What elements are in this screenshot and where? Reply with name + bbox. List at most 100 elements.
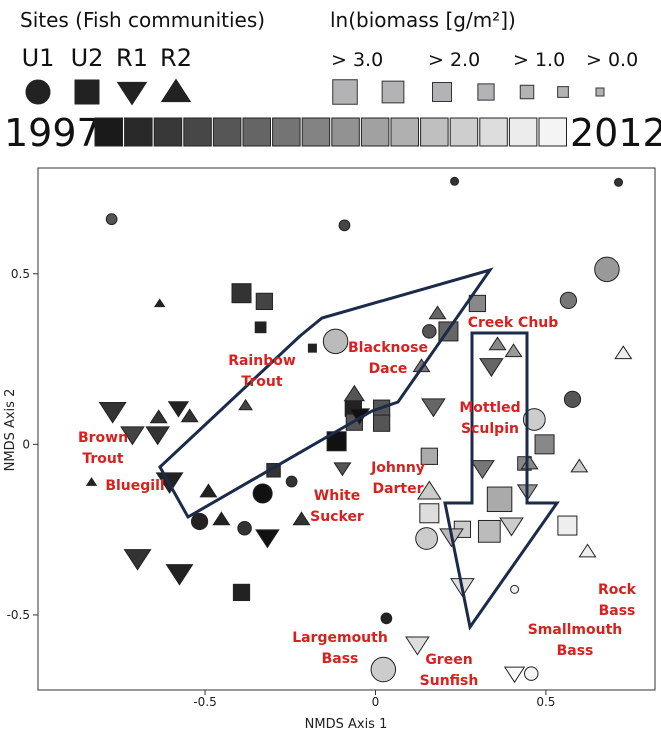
point	[412, 358, 431, 373]
species-label: Sunfish	[420, 673, 479, 689]
year-swatch	[94, 117, 123, 147]
point	[105, 213, 118, 226]
point	[167, 401, 190, 418]
year-swatch	[301, 117, 331, 147]
point	[594, 256, 620, 283]
species-label: Sucker	[310, 509, 364, 525]
x-tick-label: 0	[372, 695, 380, 709]
point	[563, 390, 582, 408]
biomass-key	[432, 82, 452, 102]
species-label: Bass	[599, 603, 636, 619]
year-swatch	[242, 117, 271, 147]
legend-symbol	[116, 81, 148, 106]
point	[252, 483, 273, 504]
species-label: Darter	[372, 481, 423, 497]
species-label: Sculpin	[461, 421, 519, 437]
point	[145, 426, 170, 446]
point	[255, 529, 280, 549]
year-swatch	[212, 117, 242, 147]
point	[231, 283, 252, 304]
point	[421, 398, 446, 418]
biomass-key	[332, 79, 358, 105]
legend-label: U2	[71, 44, 104, 72]
species-label: Rock	[598, 582, 637, 598]
year-swatch	[420, 117, 449, 147]
biomass-label: > 3.0	[331, 49, 383, 71]
point	[254, 321, 267, 334]
biomass-title: ln(biomass [g/m²])	[330, 8, 516, 32]
biomass-key	[381, 80, 405, 104]
year-swatch	[183, 117, 212, 147]
point	[417, 480, 442, 500]
point	[405, 636, 430, 656]
point	[292, 511, 311, 526]
point	[180, 408, 199, 423]
point	[153, 298, 166, 308]
species-label: Johnny	[370, 460, 425, 476]
point	[534, 434, 555, 455]
species-label: Green	[425, 652, 472, 668]
point	[504, 343, 523, 358]
point	[199, 483, 218, 498]
year-swatch	[272, 117, 301, 147]
point	[419, 503, 440, 524]
point	[524, 666, 539, 681]
point	[468, 294, 487, 313]
year-swatch	[538, 117, 567, 147]
species-label: Creek Chub	[468, 315, 559, 331]
legend-symbol	[74, 79, 100, 105]
point	[343, 384, 366, 402]
point	[333, 462, 352, 477]
point	[510, 584, 520, 594]
point	[570, 458, 589, 473]
point	[380, 612, 393, 625]
biomass-label: > 1.0	[513, 49, 565, 71]
species-label: Brown	[78, 430, 128, 446]
species-label: Trout	[241, 374, 283, 390]
point	[232, 583, 251, 602]
year-swatch	[449, 117, 479, 147]
biomass-key	[519, 84, 535, 100]
point	[85, 477, 98, 486]
arrows	[158, 267, 560, 631]
point	[165, 564, 194, 586]
legend-label: R1	[116, 44, 148, 72]
point	[470, 460, 495, 480]
species-label: Dace	[369, 361, 408, 377]
point	[190, 512, 209, 531]
point	[415, 527, 438, 550]
biomass-key	[477, 83, 495, 101]
x-tick-label: 0.5	[536, 695, 555, 709]
year-swatch	[331, 117, 360, 147]
point	[322, 328, 349, 355]
point	[120, 426, 145, 446]
legend-label: U1	[22, 44, 55, 72]
point	[98, 402, 127, 424]
legend-symbol	[25, 79, 51, 105]
point	[372, 414, 391, 432]
y-tick-label: 0.5	[11, 267, 30, 281]
year-swatch	[508, 117, 538, 147]
year-end: 2012	[570, 111, 661, 155]
point	[488, 336, 507, 351]
point	[450, 176, 460, 186]
x-axis-label: NMDS Axis 1	[305, 717, 388, 732]
species-label: Rainbow	[228, 353, 296, 369]
point	[557, 515, 578, 536]
point	[614, 345, 633, 360]
biomass-key	[595, 87, 605, 97]
point	[238, 398, 253, 411]
point	[559, 291, 578, 310]
point	[522, 408, 546, 431]
point	[486, 486, 513, 513]
point	[212, 511, 231, 526]
year-swatch	[479, 117, 508, 147]
species-label: Bass	[557, 643, 594, 659]
point	[338, 219, 351, 232]
year-start: 1997	[4, 111, 101, 155]
biomass-label: > 0.0	[586, 49, 638, 71]
point	[499, 517, 524, 537]
year-swatch	[153, 117, 183, 147]
y-axis-label: NMDS Axis 2	[3, 389, 18, 472]
